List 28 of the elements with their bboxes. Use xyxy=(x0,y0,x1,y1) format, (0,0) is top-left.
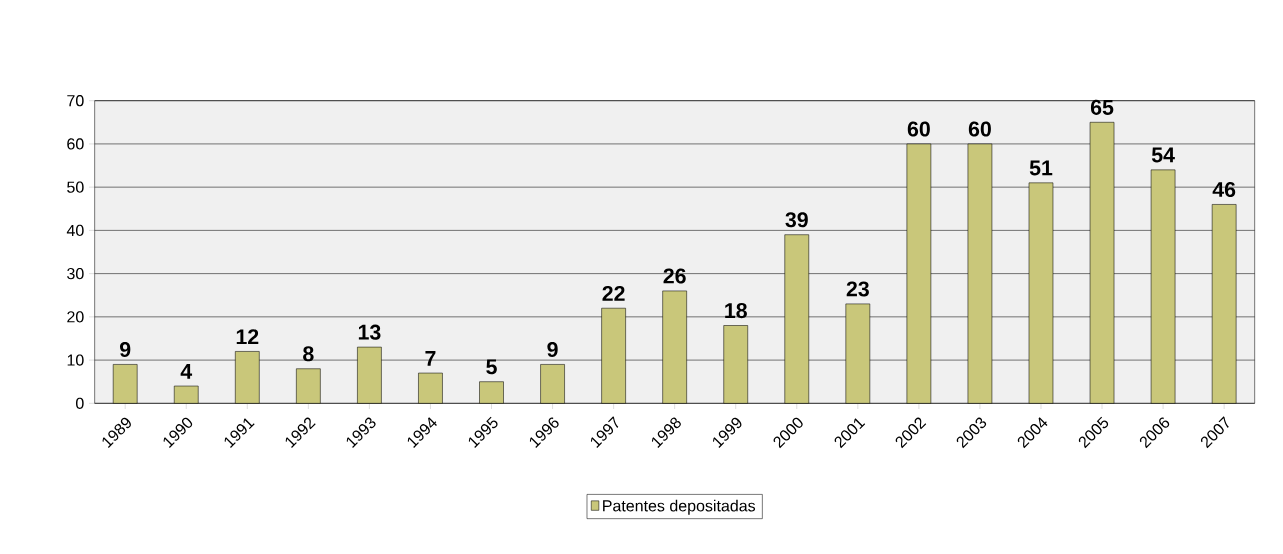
y-tick-label: 40 xyxy=(66,224,84,237)
data-label: 26 xyxy=(663,268,686,284)
y-tick-label: 20 xyxy=(67,311,84,323)
data-label: 13 xyxy=(358,324,381,340)
legend-label: Patentes depositadas xyxy=(603,499,756,515)
data-label: 9 xyxy=(119,341,131,358)
y-tick-label: 30 xyxy=(67,267,84,280)
y-tick-label: 60 xyxy=(67,138,84,150)
y-tick-label: 0 xyxy=(76,397,84,409)
data-label: 7 xyxy=(425,351,436,366)
data-label: 12 xyxy=(236,329,259,345)
data-label: 51 xyxy=(1029,160,1053,176)
data-label: 18 xyxy=(725,303,747,319)
data-label: 46 xyxy=(1212,181,1236,198)
data-label: 65 xyxy=(1090,99,1114,115)
data-label: 8 xyxy=(303,346,314,362)
data-label: 54 xyxy=(1151,147,1175,163)
y-tick-label: 70 xyxy=(67,95,84,107)
data-label: 60 xyxy=(907,121,930,137)
data-label: 22 xyxy=(602,285,625,301)
data-label: 5 xyxy=(486,359,497,375)
data-label: 39 xyxy=(785,212,808,228)
y-tick-label: 10 xyxy=(67,354,84,366)
data-label: 9 xyxy=(547,341,558,358)
data-label: 23 xyxy=(846,281,869,297)
data-label: 4 xyxy=(180,363,193,379)
data-label: 60 xyxy=(968,121,991,137)
y-tick-label: 50 xyxy=(67,181,84,193)
